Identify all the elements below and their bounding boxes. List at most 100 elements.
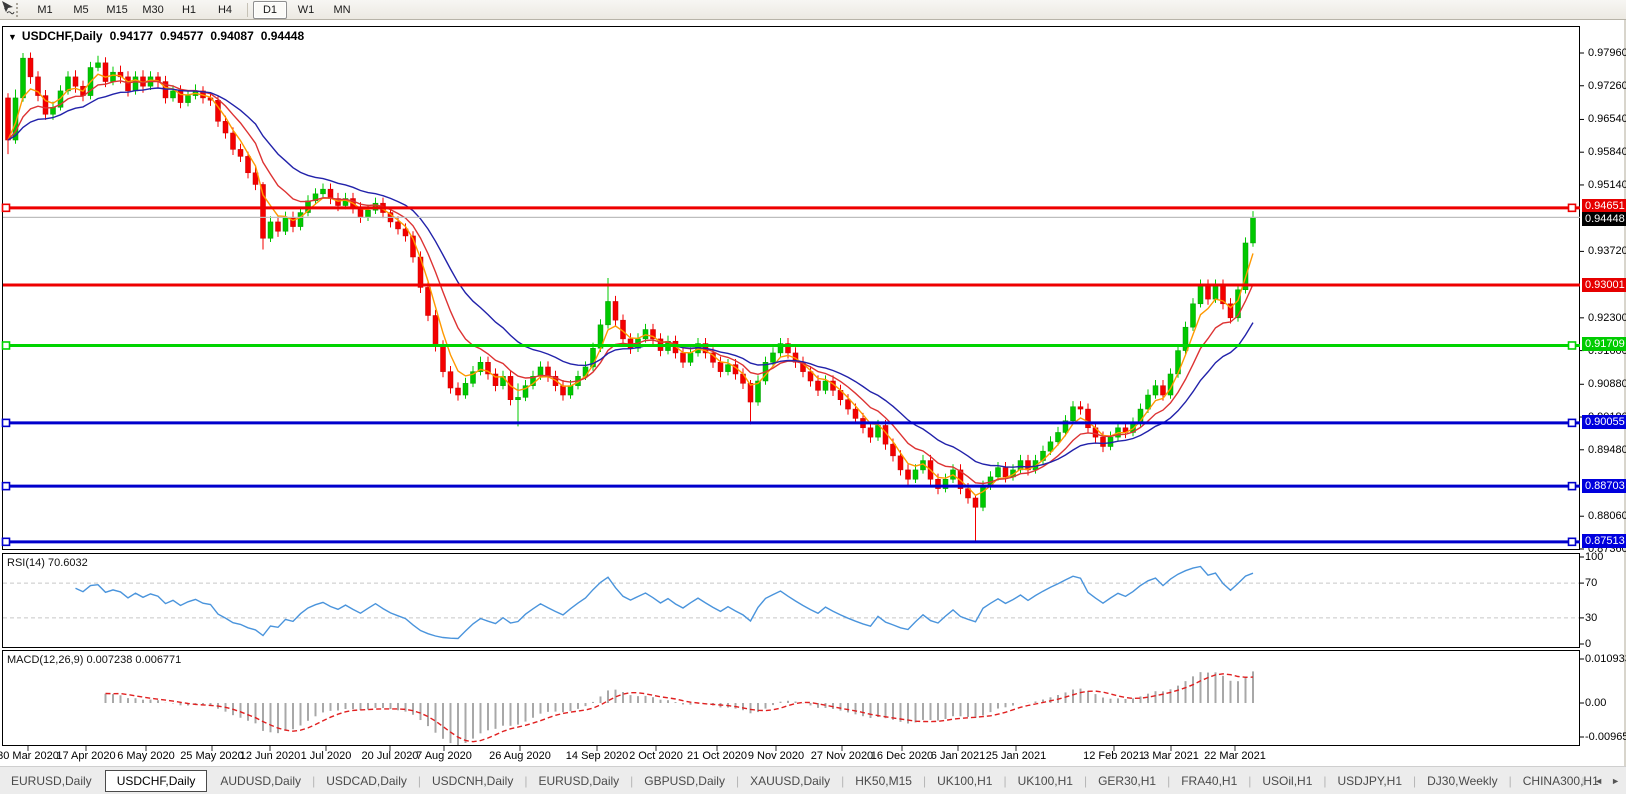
chart-tab-gbpusd-daily[interactable]: GBPUSD,Daily bbox=[644, 773, 725, 788]
price-badge-0.88703: 0.88703 bbox=[1582, 479, 1626, 493]
hline-handle[interactable] bbox=[1, 537, 11, 547]
hline-handle[interactable] bbox=[1567, 203, 1577, 213]
hline-handle[interactable] bbox=[1, 203, 11, 213]
tab-scroll-left-button[interactable]: ◄ bbox=[1594, 775, 1604, 786]
price-axis-tick: 0.92300 bbox=[1588, 311, 1626, 324]
price-badge-0.94651: 0.94651 bbox=[1582, 199, 1626, 213]
rsi-line bbox=[75, 565, 1254, 640]
time-axis-label: 22 Mar 2021 bbox=[1204, 750, 1266, 762]
timeframe-button-H1[interactable]: H1 bbox=[181, 3, 197, 16]
time-axis-label: 25 May 2020 bbox=[180, 750, 244, 762]
hline-handle[interactable] bbox=[1567, 341, 1577, 350]
time-axis-label: 2 Oct 2020 bbox=[629, 750, 683, 762]
ohlc-open: 0.94177 bbox=[109, 29, 153, 43]
rsi-axis-label: 0 bbox=[1585, 638, 1592, 650]
chart-tab-china300-h1[interactable]: CHINA300,H1 bbox=[1522, 773, 1599, 788]
price-pane-border bbox=[2, 26, 1580, 550]
price-axis-tick: 0.90880 bbox=[1588, 378, 1626, 391]
chart-tab-uk100-h1[interactable]: UK100,H1 bbox=[937, 773, 993, 788]
tab-separator: | bbox=[417, 773, 421, 788]
timeframe-button-M5[interactable]: M5 bbox=[73, 3, 89, 16]
chart-tab-eurusd-daily[interactable]: EURUSD,Daily bbox=[11, 773, 92, 788]
time-axis-label: 12 Jun 2020 bbox=[239, 750, 301, 762]
time-axis-label: 14 Sep 2020 bbox=[565, 750, 629, 762]
tab-separator: | bbox=[1508, 773, 1512, 788]
time-axis-label: 16 Dec 2020 bbox=[870, 750, 934, 762]
time-axis-label: 6 May 2020 bbox=[117, 750, 175, 762]
chart-tab-usoil-h1[interactable]: USOil,H1 bbox=[1262, 773, 1313, 788]
chart-tab-usdcad-daily[interactable]: USDCAD,Daily bbox=[326, 773, 407, 788]
timeframe-button-W1[interactable]: W1 bbox=[297, 3, 315, 16]
cursor-tool-icon bbox=[2, 1, 15, 15]
price-axis-tick: 0.97260 bbox=[1588, 79, 1626, 92]
ma-line-fast bbox=[7, 73, 1254, 497]
macd-axis-label: 0.010933 bbox=[1585, 653, 1626, 665]
chart-dropdown-icon[interactable]: ▼ bbox=[8, 32, 17, 42]
chart-tab-audusd-daily[interactable]: AUDUSD,Daily bbox=[220, 773, 302, 788]
rsi-axis-label: 70 bbox=[1585, 577, 1598, 590]
hline-handle[interactable] bbox=[1, 418, 11, 428]
price-axis-tick: 0.89480 bbox=[1588, 443, 1626, 456]
chart-tab-xauusd-daily[interactable]: XAUUSD,Daily bbox=[750, 773, 831, 788]
rsi-axis-label: 30 bbox=[1585, 611, 1598, 624]
chart-tab-usdchf-daily[interactable]: USDCHF,Daily bbox=[104, 769, 208, 792]
chart-symbol-label: USDCHF,Daily bbox=[21, 29, 103, 43]
toolbar-separator bbox=[247, 2, 249, 17]
timeframe-button-M1[interactable]: M1 bbox=[37, 3, 53, 16]
chart-tab-usdcnh-daily[interactable]: USDCNH,Daily bbox=[432, 773, 514, 788]
tab-separator: | bbox=[524, 773, 528, 788]
tab-separator: | bbox=[312, 773, 316, 788]
tab-separator: | bbox=[1167, 773, 1171, 788]
chart-tab-dj30-weekly[interactable]: DJ30,Weekly bbox=[1427, 773, 1498, 788]
chart-tab-ger30-h1[interactable]: GER30,H1 bbox=[1098, 773, 1157, 788]
price-badge-0.94448: 0.94448 bbox=[1582, 212, 1626, 226]
chart-tab-hk50-m15[interactable]: HK50,M15 bbox=[855, 773, 912, 788]
timeframe-button-D1[interactable]: D1 bbox=[253, 0, 288, 19]
macd-indicator-label: MACD(12,26,9) 0.007238 0.006771 bbox=[7, 654, 182, 666]
chart-tab-uk100-h1[interactable]: UK100,H1 bbox=[1017, 773, 1073, 788]
cursor-tool-button[interactable]: ▾ bbox=[2, 1, 15, 15]
timeframe-button-MN[interactable]: MN bbox=[333, 3, 351, 16]
hline-handle[interactable] bbox=[1567, 481, 1577, 491]
time-axis-label: 3 Mar 2021 bbox=[1143, 750, 1199, 762]
ohlc-close: 0.94448 bbox=[260, 29, 305, 43]
hline-handle[interactable] bbox=[1, 481, 11, 491]
time-axis-label: 7 Aug 2020 bbox=[416, 750, 472, 762]
ohlc-low: 0.94087 bbox=[210, 29, 254, 43]
tab-separator: | bbox=[1323, 773, 1327, 788]
time-axis-label: 9 Nov 2020 bbox=[747, 750, 805, 762]
macd-signal-line bbox=[105, 673, 1254, 743]
tab-separator: | bbox=[735, 773, 740, 788]
hline-handle[interactable] bbox=[1, 341, 11, 350]
tab-separator: | bbox=[841, 773, 845, 788]
tab-separator: | bbox=[1003, 773, 1007, 788]
timeframe-button-H4[interactable]: H4 bbox=[217, 3, 233, 16]
time-axis-label: 6 Jan 2021 bbox=[930, 750, 986, 762]
timeframe-button-M15[interactable]: M15 bbox=[106, 3, 128, 16]
time-axis-label: 17 Apr 2020 bbox=[56, 750, 116, 762]
macd-pane-border bbox=[2, 650, 1580, 746]
hline-handle[interactable] bbox=[1567, 537, 1577, 547]
toolbar-grip bbox=[16, 2, 22, 17]
rsi-pane-border bbox=[2, 553, 1580, 648]
chart-tab-fra40-h1[interactable]: FRA40,H1 bbox=[1181, 773, 1238, 788]
time-axis-label: 12 Feb 2021 bbox=[1083, 750, 1145, 762]
chart-tab-eurusd-daily[interactable]: EURUSD,Daily bbox=[538, 773, 620, 788]
price-badge-0.90055: 0.90055 bbox=[1582, 415, 1626, 429]
time-axis-label: 25 Jan 2021 bbox=[985, 750, 1047, 762]
ma-line-slow bbox=[7, 87, 1254, 468]
tab-separator: | bbox=[1083, 773, 1088, 788]
tab-separator: | bbox=[1248, 773, 1252, 788]
window-edge bbox=[1624, 0, 1626, 793]
timeframe-button-M30[interactable]: M30 bbox=[142, 3, 164, 16]
price-axis-tick: 0.95140 bbox=[1588, 178, 1626, 191]
tab-nav-separator: | bbox=[1581, 775, 1585, 786]
tab-separator: | bbox=[1413, 773, 1417, 788]
rsi-indicator-label: RSI(14) 70.6032 bbox=[7, 557, 88, 569]
price-badge-0.93001: 0.93001 bbox=[1582, 278, 1626, 292]
hline-handle[interactable] bbox=[1567, 418, 1577, 428]
chart-tab-usdjpy-h1[interactable]: USDJPY,H1 bbox=[1337, 773, 1402, 788]
tab-scroll-right-button[interactable]: ► bbox=[1611, 775, 1620, 786]
time-axis-label: 20 Jul 2020 bbox=[361, 750, 419, 762]
